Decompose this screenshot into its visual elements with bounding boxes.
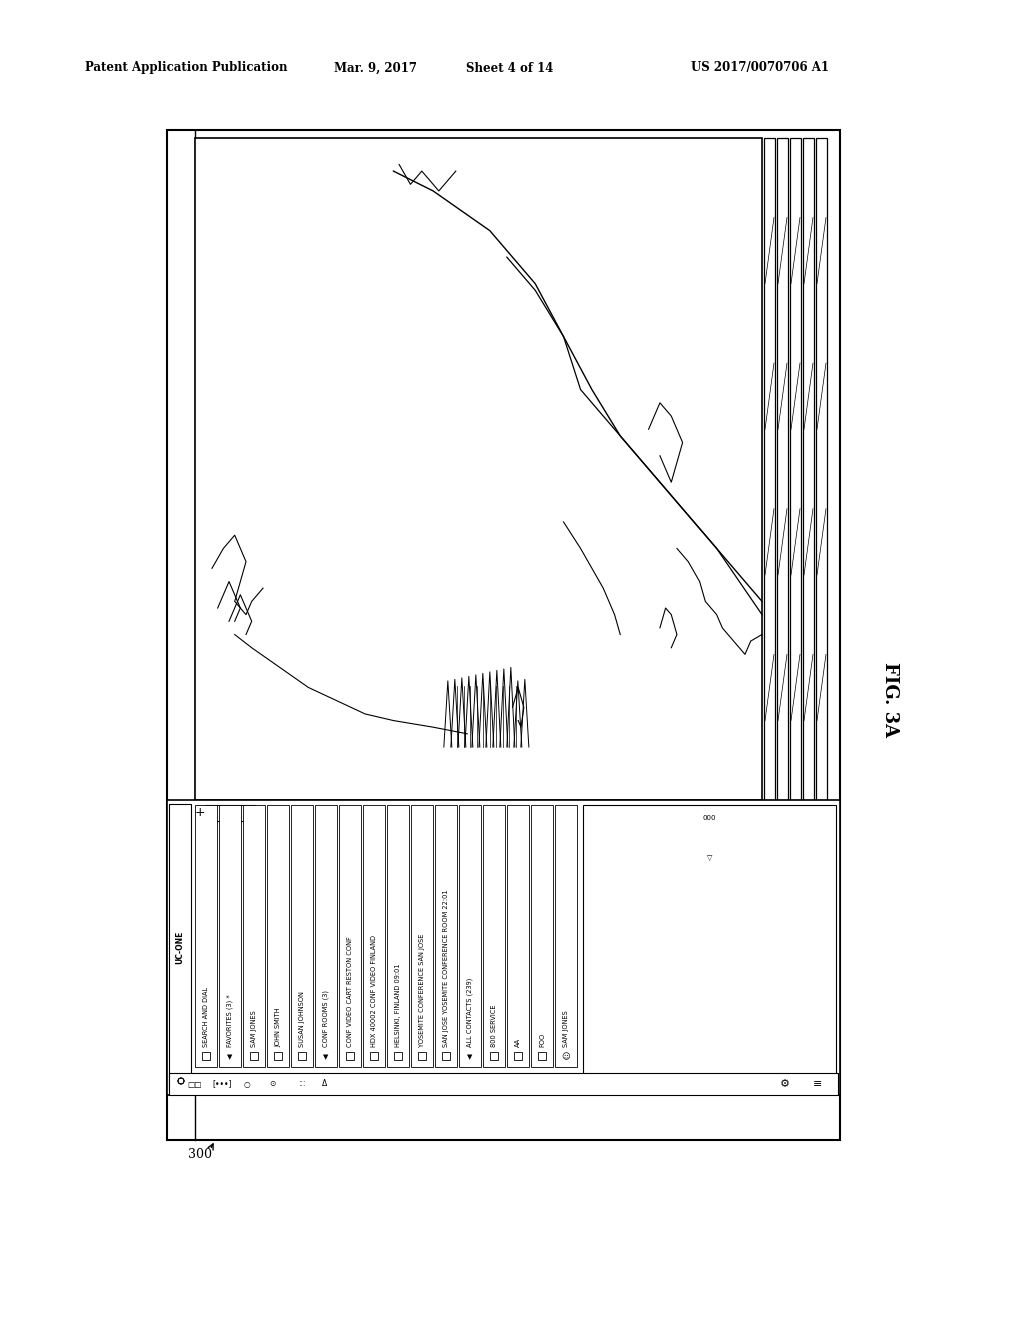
Text: ⊙: ⊙ <box>269 1080 275 1089</box>
Bar <box>362 805 385 1067</box>
Text: Δ: Δ <box>323 1080 328 1089</box>
Text: Mar. 9, 2017: Mar. 9, 2017 <box>334 62 417 74</box>
Bar <box>169 1073 838 1096</box>
Text: ⚙: ⚙ <box>780 1078 790 1089</box>
Bar <box>202 1052 210 1060</box>
Bar <box>167 800 840 1096</box>
Bar <box>167 129 840 1140</box>
Text: ▼: ▼ <box>467 1053 473 1060</box>
Bar <box>555 805 577 1067</box>
Text: CONF VIDEO CART RESTON CONF: CONF VIDEO CART RESTON CONF <box>347 936 353 1047</box>
Bar <box>387 805 409 1067</box>
Bar <box>267 805 289 1067</box>
Text: +: + <box>195 805 206 818</box>
Text: SAM JONES: SAM JONES <box>563 1010 569 1047</box>
Bar <box>274 1052 282 1060</box>
Text: 000: 000 <box>702 814 716 821</box>
Bar <box>418 1052 426 1060</box>
Text: ≡: ≡ <box>813 1078 822 1089</box>
Text: YOSEMITE CONFERENCE SAN JOSE: YOSEMITE CONFERENCE SAN JOSE <box>419 933 425 1047</box>
Bar <box>250 1052 258 1060</box>
Bar <box>219 805 241 1067</box>
Text: AA: AA <box>515 1038 521 1047</box>
Bar <box>483 805 505 1067</box>
Bar <box>205 805 255 821</box>
Text: Sheet 4 of 14: Sheet 4 of 14 <box>466 62 554 74</box>
Text: 300: 300 <box>188 1148 212 1162</box>
Text: CONF ROOMS (3): CONF ROOMS (3) <box>323 990 330 1047</box>
Bar <box>411 805 433 1067</box>
Text: ▼: ▼ <box>227 1053 232 1060</box>
Text: ALL CONTACTS (239): ALL CONTACTS (239) <box>467 978 473 1047</box>
Bar <box>507 805 529 1067</box>
Bar <box>459 805 481 1067</box>
Bar <box>195 805 217 1067</box>
Bar <box>442 1052 450 1060</box>
Bar <box>490 1052 498 1060</box>
Text: 800 SERVICE: 800 SERVICE <box>490 1005 497 1047</box>
Bar <box>538 1052 546 1060</box>
Text: ▽: ▽ <box>707 855 712 861</box>
Bar <box>816 139 827 800</box>
Bar <box>298 1052 306 1060</box>
Text: ○: ○ <box>244 1080 250 1089</box>
Bar <box>435 805 457 1067</box>
Bar <box>531 805 553 1067</box>
Bar <box>243 805 265 1067</box>
Bar <box>346 1052 354 1060</box>
Bar <box>339 805 361 1067</box>
Bar <box>169 804 191 1092</box>
Bar <box>514 1052 522 1060</box>
Bar <box>803 139 814 800</box>
Text: SUSAN JOHNSON: SUSAN JOHNSON <box>299 991 305 1047</box>
Text: Patent Application Publication: Patent Application Publication <box>85 62 288 74</box>
Text: ▼: ▼ <box>324 1053 329 1060</box>
Text: SAN JOSE YOSEMITE CONFERENCE ROOM 22:01: SAN JOSE YOSEMITE CONFERENCE ROOM 22:01 <box>443 890 449 1047</box>
Text: [•••]: [•••] <box>212 1080 231 1089</box>
Bar <box>790 139 801 800</box>
Text: □□: □□ <box>187 1080 203 1089</box>
Bar <box>777 139 788 800</box>
Bar <box>195 139 762 800</box>
Text: FOO: FOO <box>539 1032 545 1047</box>
Text: HELSINKI, FINLAND 09:01: HELSINKI, FINLAND 09:01 <box>395 964 401 1047</box>
Bar <box>394 1052 402 1060</box>
Bar <box>291 805 313 1067</box>
Text: JOHN SMITH: JOHN SMITH <box>275 1007 281 1047</box>
Bar <box>315 805 337 1067</box>
Bar <box>764 139 775 800</box>
Text: SEARCH AND DIAL: SEARCH AND DIAL <box>203 987 209 1047</box>
Text: HDX 40002 CONF VIDEO FINLAND: HDX 40002 CONF VIDEO FINLAND <box>371 935 377 1047</box>
Bar <box>370 1052 378 1060</box>
Text: SAM JONES: SAM JONES <box>251 1010 257 1047</box>
Bar <box>583 805 836 1090</box>
Text: :::: ::: <box>298 1080 306 1089</box>
Text: FIG. 3A: FIG. 3A <box>881 663 899 738</box>
Text: US 2017/0070706 A1: US 2017/0070706 A1 <box>691 62 829 74</box>
Text: FAVORITES (3) *: FAVORITES (3) * <box>226 994 233 1047</box>
Text: UC-ONE: UC-ONE <box>175 931 184 964</box>
Text: ☺: ☺ <box>561 1052 570 1061</box>
